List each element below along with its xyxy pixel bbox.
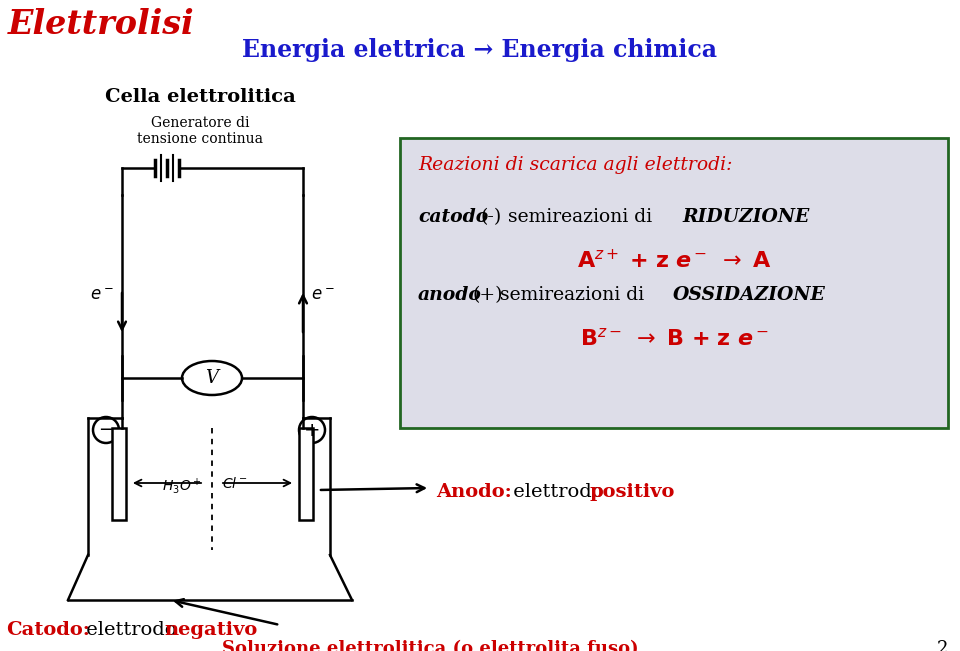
Bar [112, 428, 126, 520]
Text: Soluzione elettrolitica (o elettrolita fuso): Soluzione elettrolitica (o elettrolita f… [222, 640, 638, 651]
Text: V: V [205, 369, 219, 387]
Text: $Cl^-$: $Cl^-$ [222, 476, 248, 491]
Ellipse shape [182, 361, 242, 395]
Text: 2: 2 [937, 640, 948, 651]
Bar [299, 428, 313, 520]
Text: $H_3O^+$: $H_3O^+$ [162, 476, 202, 495]
Text: (+): (+) [472, 286, 502, 304]
Text: $e^-$: $e^-$ [311, 286, 335, 303]
Text: $\mathbf{A}^{z+}\ \mathbf{+\ z}\ \boldsymbol{e}^-\ \rightarrow\ \mathbf{A}$: $\mathbf{A}^{z+}\ \mathbf{+\ z}\ \boldsy… [577, 250, 771, 273]
Text: $e^-$: $e^-$ [90, 286, 114, 303]
Text: Reazioni di scarica agli elettrodi:: Reazioni di scarica agli elettrodi: [418, 156, 732, 174]
Text: OSSIDAZIONE: OSSIDAZIONE [673, 286, 826, 304]
Text: elettrodo: elettrodo [507, 483, 610, 501]
Text: Catodo:: Catodo: [6, 621, 90, 639]
Text: Anodo:: Anodo: [436, 483, 512, 501]
Text: Energia elettrica → Energia chimica: Energia elettrica → Energia chimica [243, 38, 717, 62]
Text: (-): (-) [480, 208, 501, 226]
Text: Elettrolisi: Elettrolisi [8, 8, 195, 41]
Text: elettrodo: elettrodo [80, 621, 182, 639]
Text: RIDUZIONE: RIDUZIONE [682, 208, 809, 226]
Circle shape [93, 417, 119, 443]
Text: Generatore di
tensione continua: Generatore di tensione continua [137, 116, 263, 146]
Circle shape [299, 417, 325, 443]
FancyBboxPatch shape [400, 138, 948, 428]
Text: catodo: catodo [418, 208, 489, 226]
Text: anodo: anodo [418, 286, 482, 304]
Text: semireazioni di: semireazioni di [508, 208, 652, 226]
Text: +: + [303, 421, 321, 439]
Text: Cella elettrolitica: Cella elettrolitica [105, 88, 296, 106]
Text: positivo: positivo [589, 483, 674, 501]
Text: negativo: negativo [164, 621, 257, 639]
Text: semireazioni di: semireazioni di [500, 286, 644, 304]
Text: $\mathbf{B}^{z-}\ \rightarrow\ \mathbf{B}\ \mathbf{+}\ \mathbf{z}\ \boldsymbol{e: $\mathbf{B}^{z-}\ \rightarrow\ \mathbf{B… [580, 328, 768, 350]
Text: −: − [99, 421, 113, 439]
